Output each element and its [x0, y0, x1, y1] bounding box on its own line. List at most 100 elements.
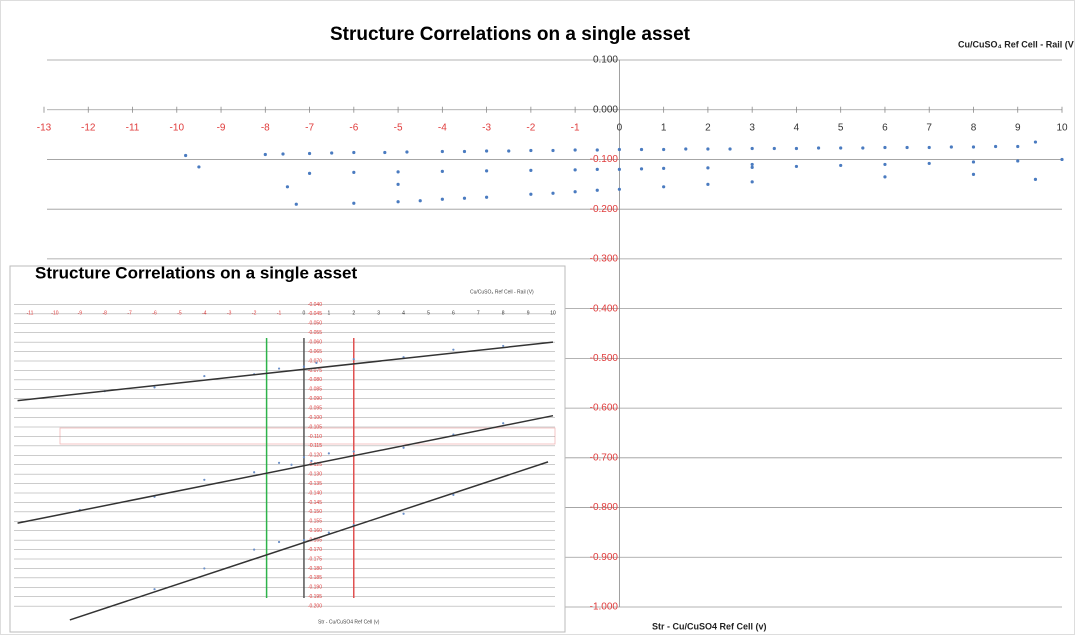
point [307, 171, 312, 175]
point [383, 150, 387, 155]
point [452, 348, 455, 351]
point [485, 149, 489, 153]
point [396, 200, 400, 204]
x-tick-label: -7 [127, 310, 132, 316]
y-tick-label: -0.145 [308, 500, 322, 506]
x-tick-label: 5 [838, 122, 844, 133]
x-tick-label: -10 [170, 122, 185, 133]
y-tick-label: -0.110 [308, 434, 322, 440]
inset-x-axis-title: Str - Cu/CuSO4 Ref Cell (v) [318, 619, 380, 625]
point [662, 166, 666, 171]
y-tick-label: -0.800 [590, 502, 619, 513]
point [352, 150, 356, 155]
x-tick-label: 0 [303, 310, 306, 316]
x-tick-label: -6 [349, 122, 358, 133]
point [971, 145, 976, 149]
x-tick-label: -4 [202, 310, 207, 316]
y-tick-label: -0.190 [308, 585, 322, 591]
trend-line [69, 461, 549, 621]
y-tick-label: -0.115 [308, 443, 322, 449]
point [1016, 144, 1020, 149]
point [277, 461, 281, 464]
point [396, 182, 400, 186]
point [529, 168, 533, 172]
point [263, 152, 267, 157]
point [551, 148, 555, 153]
point [253, 471, 256, 474]
x-tick-label: 5 [427, 310, 430, 316]
x-tick-label: 6 [882, 122, 888, 133]
inset-y-axis-title: Cu/CuSO₄ Ref Cell - Rail (V) [470, 289, 534, 295]
point [197, 165, 201, 169]
y-tick-label: -0.170 [308, 547, 322, 553]
y-tick-label: -0.100 [590, 154, 619, 165]
x-tick-label: 2 [705, 122, 711, 133]
point [529, 148, 533, 153]
point [418, 199, 422, 203]
point [949, 145, 953, 149]
point [153, 386, 156, 389]
x-tick-label: 0 [617, 122, 623, 133]
point [706, 182, 710, 186]
y-tick-label: -0.050 [308, 321, 322, 327]
y-tick-label: -0.095 [308, 405, 322, 411]
y-tick-label: -0.075 [308, 368, 322, 374]
point [330, 151, 334, 155]
inset-chart: Structure Correlations on a single asset… [14, 263, 556, 625]
x-tick-label: 7 [477, 310, 480, 316]
point [253, 548, 256, 551]
point [861, 146, 865, 150]
y-tick-label: -0.100 [308, 415, 322, 421]
y-tick-label: -1.000 [590, 602, 619, 613]
x-axis-title: Str - Cu/CuSO4 Ref Cell (v) [652, 621, 767, 631]
point [971, 172, 976, 176]
x-tick-label: 10 [550, 310, 556, 316]
trend-line [17, 414, 554, 524]
point [883, 145, 887, 150]
point [440, 169, 444, 173]
y-tick-label: -0.120 [308, 453, 322, 459]
point [277, 540, 281, 544]
point [772, 146, 776, 151]
point [352, 358, 355, 361]
x-tick-label: -3 [227, 310, 232, 316]
point [396, 170, 400, 174]
point [1060, 157, 1064, 162]
y-tick-label: -0.060 [308, 339, 322, 345]
point [927, 145, 931, 150]
x-tick-label: 8 [502, 310, 505, 316]
point [971, 160, 976, 164]
y-tick-label: -0.125 [308, 462, 322, 468]
point [315, 361, 318, 364]
point [502, 344, 505, 348]
point [502, 422, 505, 425]
y-tick-label: -0.180 [308, 566, 322, 572]
point [750, 146, 754, 151]
y-tick-label: -0.085 [308, 387, 322, 393]
point [750, 180, 754, 184]
y-tick-label: -0.165 [308, 537, 322, 543]
y-tick-label: -0.080 [308, 377, 322, 383]
point [617, 187, 621, 191]
x-tick-label: -2 [252, 310, 257, 316]
y-tick-label: -0.700 [590, 452, 619, 463]
x-tick-label: 9 [1015, 122, 1021, 133]
point [277, 367, 281, 370]
x-tick-label: -1 [571, 122, 580, 133]
point [994, 144, 998, 149]
y-tick-label: -0.900 [590, 552, 619, 563]
x-tick-label: -11 [27, 310, 34, 316]
x-tick-label: -10 [51, 310, 58, 316]
y-tick-label: -0.200 [308, 603, 322, 609]
point [1033, 177, 1038, 181]
x-tick-label: -1 [277, 310, 282, 316]
point [462, 196, 467, 200]
x-tick-label: 4 [794, 122, 800, 133]
point [816, 146, 821, 150]
point [529, 192, 533, 196]
point [595, 188, 599, 192]
x-tick-label: -12 [81, 122, 96, 133]
x-tick-label: 4 [402, 310, 405, 316]
point [794, 146, 799, 151]
y-tick-label: -0.090 [308, 396, 322, 402]
